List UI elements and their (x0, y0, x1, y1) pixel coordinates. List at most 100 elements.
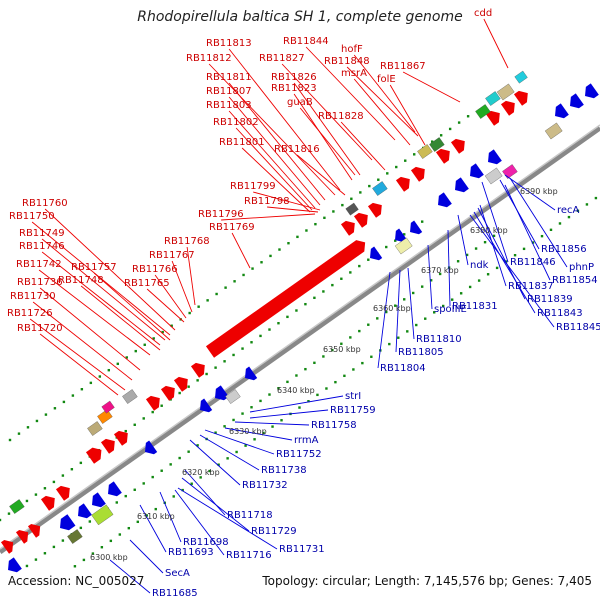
feature-box (429, 137, 445, 152)
leader-line (177, 487, 278, 550)
track-dot (343, 374, 346, 378)
kbp-tick-labels: 6300 kbp 6310 kbp 6320 kbp 6330 kbp 6340 kbp… (90, 187, 558, 562)
leader-line (44, 208, 176, 331)
kbp-tick-label: 6380 kbp (470, 226, 508, 235)
leader-line (483, 18, 509, 69)
track-dot (235, 450, 238, 454)
gene-labels: cdd RB11813 RB11844 hofF RB11812 RB11827 RB118… (7, 8, 600, 599)
track-dot (268, 393, 271, 396)
leader-line (159, 491, 182, 543)
leader-line (93, 272, 171, 341)
track-dot (91, 552, 95, 555)
track-dot (370, 355, 373, 358)
track-dot (169, 463, 172, 466)
reverse-gene (470, 163, 484, 179)
kbp-tick-label: 6390 kbp (520, 187, 558, 196)
gene-label: msrA (341, 68, 367, 79)
leader-line (281, 63, 373, 161)
forward-gene (435, 148, 450, 164)
track-dot (71, 394, 75, 397)
gene-label: RB11854 (552, 275, 598, 286)
feature-box (87, 421, 103, 436)
gene-label: RB11803 (206, 100, 252, 111)
track-dot (430, 140, 434, 143)
feature-box (484, 167, 503, 185)
track-dot (450, 298, 454, 301)
gene-label: strI (345, 391, 361, 402)
forward-gene (55, 485, 70, 501)
track-dot (133, 488, 136, 491)
leader-line (249, 395, 344, 413)
gene-features (0, 70, 599, 573)
track-dot (340, 342, 343, 345)
track-dot (79, 526, 83, 530)
track-dot (403, 233, 406, 236)
track-dot (136, 520, 139, 524)
track-dot (286, 380, 289, 384)
feature-box (101, 400, 115, 414)
kbp-tick-label: 6370 kbp (421, 266, 459, 275)
leader-line (235, 127, 313, 211)
track-dot (287, 242, 290, 245)
feature-box (417, 144, 433, 159)
track-dot (259, 334, 262, 338)
leader-line (267, 206, 319, 213)
forward-gene (500, 100, 515, 116)
gene-label: RB11816 (274, 144, 320, 155)
track-dot (349, 271, 352, 274)
gene-label: RB11760 (22, 198, 68, 209)
track-dot (145, 514, 148, 517)
track-dot (280, 419, 283, 422)
leader-line (407, 267, 415, 340)
gene-label: SecA (165, 568, 190, 579)
track-dot (477, 279, 481, 282)
leader-line (395, 269, 401, 353)
track-dot (181, 488, 184, 492)
track-dot (367, 258, 370, 261)
track-dot (125, 356, 128, 359)
leader-line (293, 82, 361, 176)
track-dot (152, 337, 155, 340)
track-dot (420, 285, 424, 288)
track-dot (61, 539, 65, 542)
track-dot (98, 375, 102, 378)
leader-line (509, 177, 568, 268)
gene-label: RB11812 (186, 53, 232, 64)
reverse-gene (488, 149, 502, 165)
track-dot (217, 463, 220, 466)
gene-label: RB11726 (7, 308, 53, 319)
track-dot (17, 432, 21, 435)
track-dot (44, 413, 48, 416)
track-dot (190, 482, 193, 485)
forward-gene (513, 90, 528, 106)
map-title: Rhodopirellula baltica SH 1, complete ge… (137, 9, 463, 25)
leader-line (241, 147, 311, 213)
reverse-gene (92, 492, 106, 508)
track-dot (439, 134, 443, 137)
gene-label: RB11856 (541, 244, 587, 255)
kbp-tick-label: 6340 kbp (277, 386, 315, 395)
track-dot (226, 457, 229, 460)
feature-box (9, 499, 25, 514)
kbp-tick-label: 6360 kbp (373, 304, 411, 313)
track-dot (241, 412, 244, 415)
track-dot (35, 419, 39, 423)
track-dot (25, 564, 29, 568)
leader-line (234, 421, 310, 426)
track-dot (206, 299, 209, 302)
track-dot (233, 280, 236, 283)
leader-line (377, 271, 391, 369)
track-dot (594, 196, 598, 200)
feature-box (97, 409, 113, 424)
track-dot (531, 241, 535, 244)
gene-label: RB11827 (259, 53, 305, 64)
track-dot (43, 552, 47, 555)
gene-label: RB11799 (230, 181, 276, 192)
leader-line (252, 191, 321, 211)
gene-label: RB11766 (132, 264, 178, 275)
track-dot (241, 347, 244, 350)
track-dot (322, 290, 325, 293)
track-dot (286, 315, 289, 319)
track-dot (271, 425, 274, 428)
reverse-gene (245, 366, 258, 381)
